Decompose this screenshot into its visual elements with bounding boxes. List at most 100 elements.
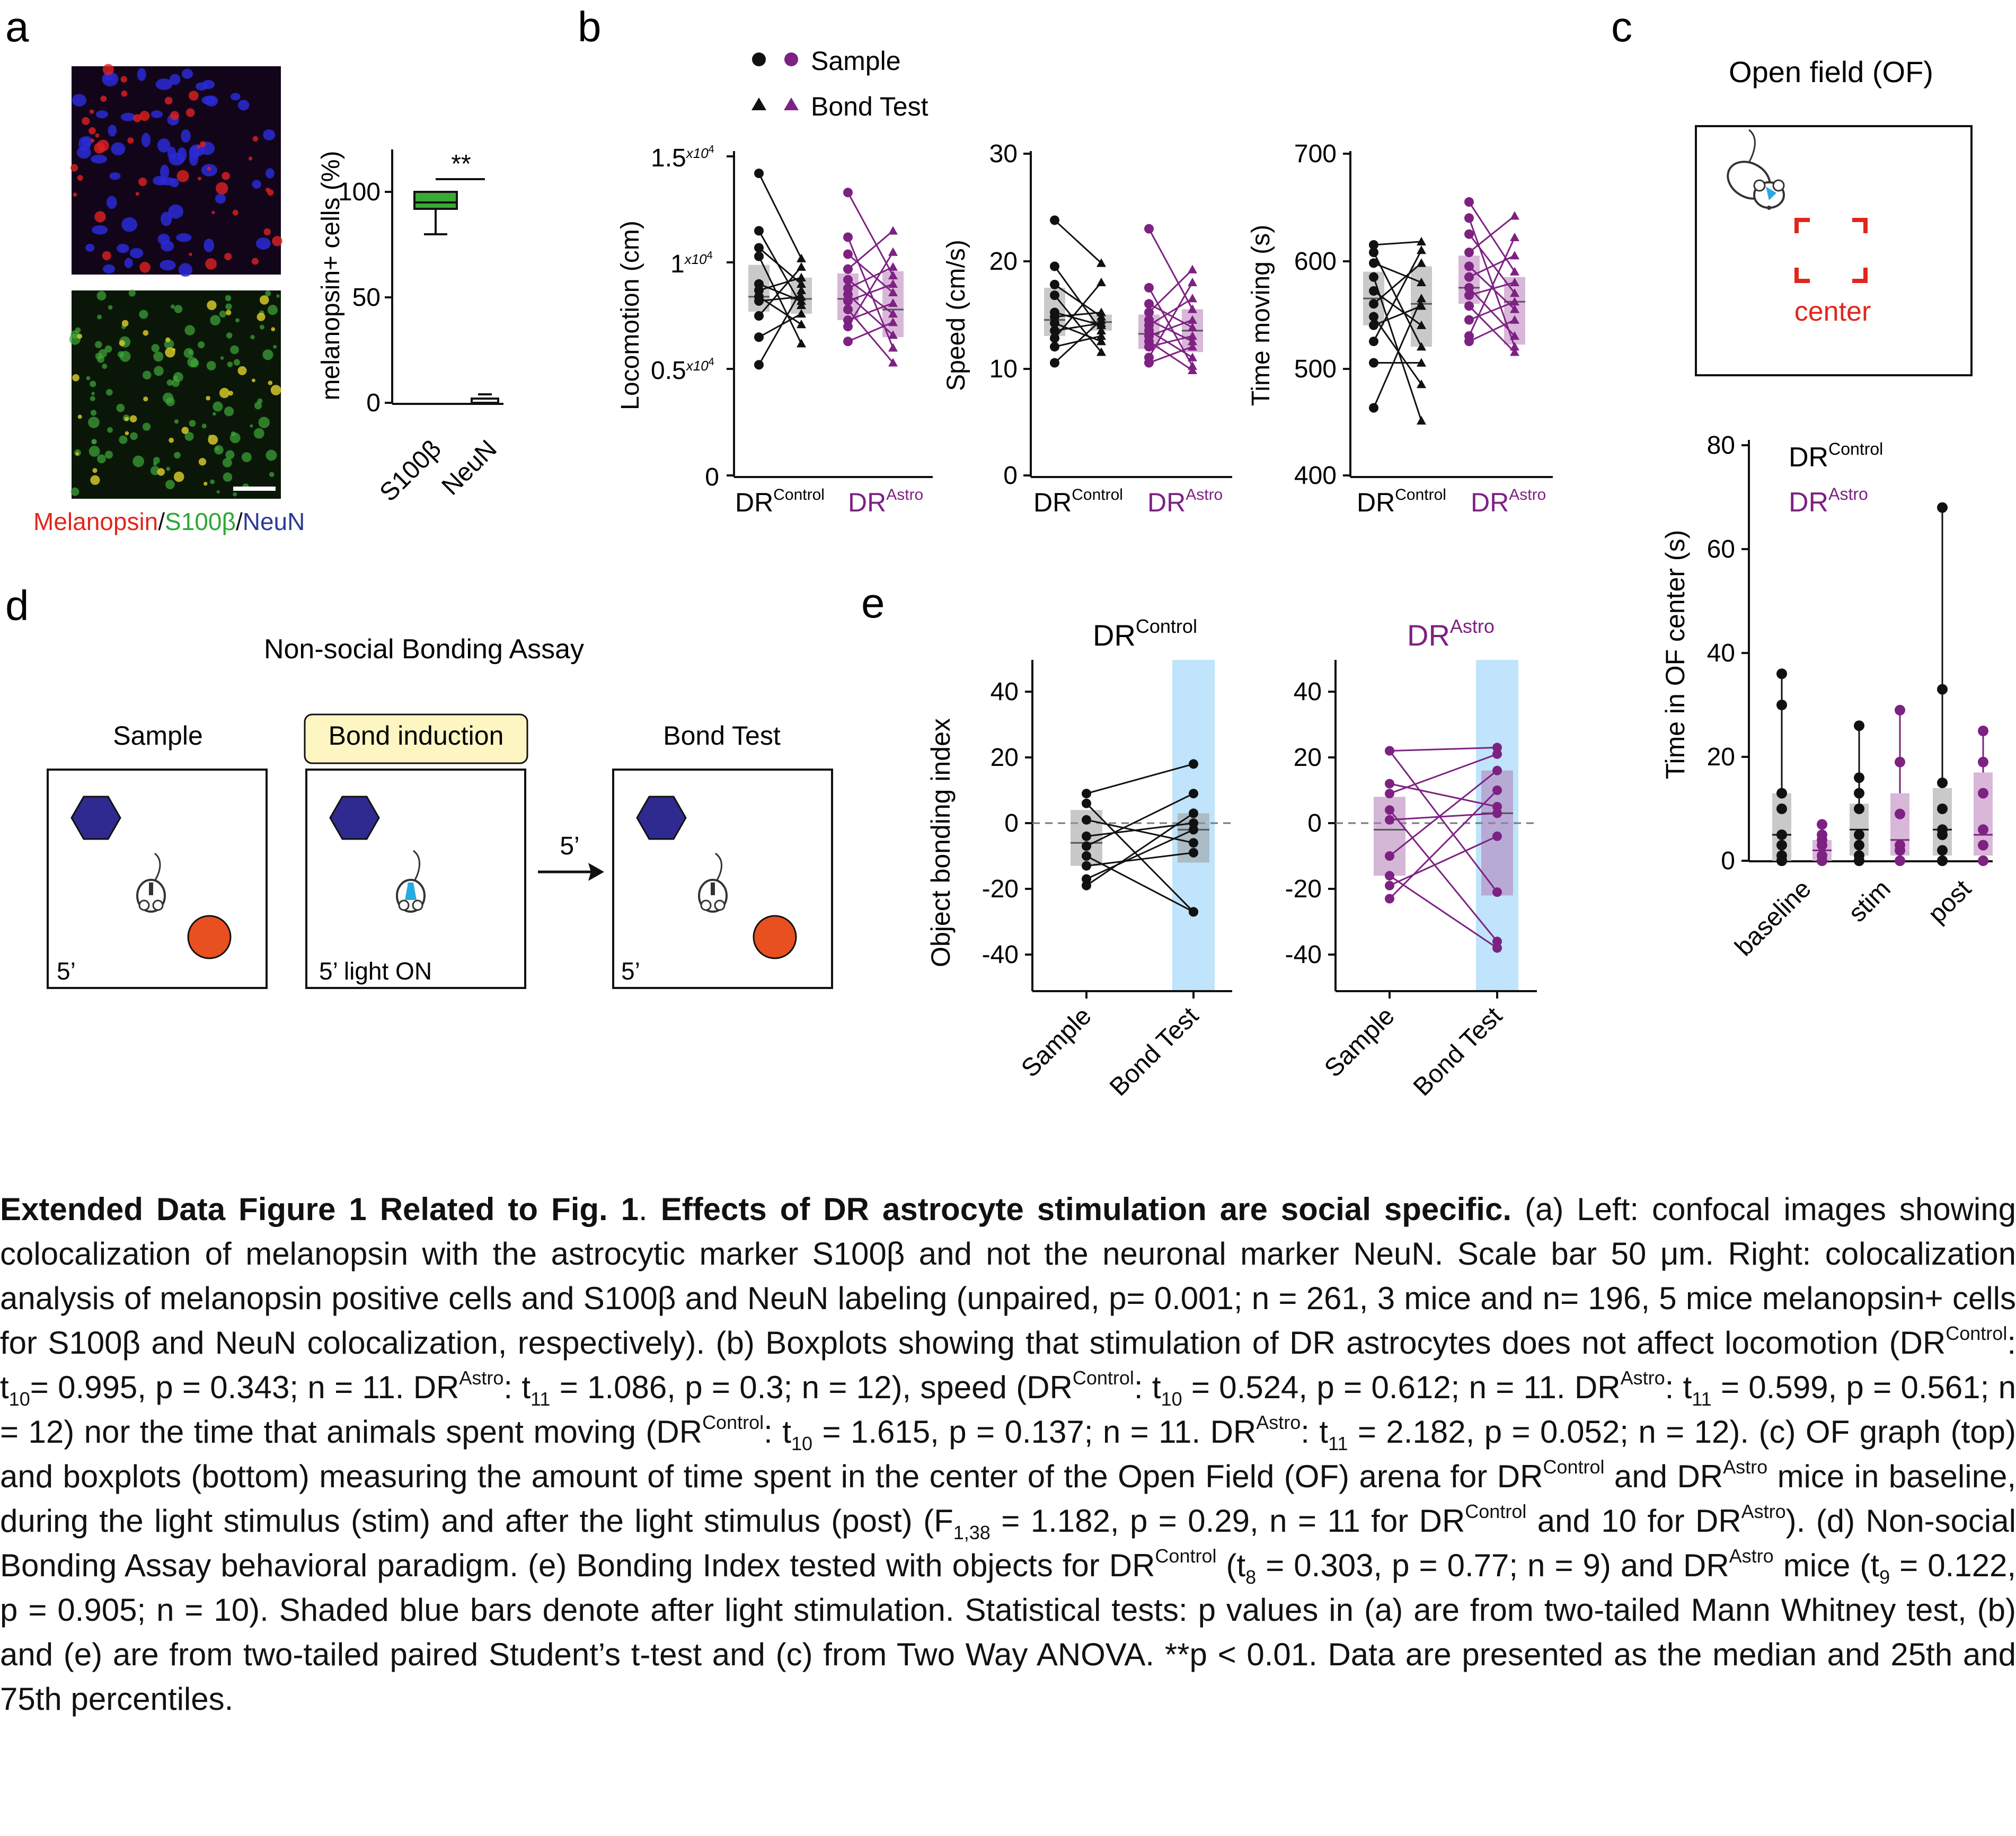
pair-line xyxy=(1148,319,1193,337)
melanopsin-dot xyxy=(224,253,232,261)
data-point-sample xyxy=(1369,320,1378,330)
data-point xyxy=(1978,855,1988,866)
s100b-dot xyxy=(174,452,181,459)
colocalized-dot xyxy=(208,435,218,445)
colocalized-dot xyxy=(181,427,189,434)
data-point-bond-test xyxy=(1188,342,1197,351)
colocalized-dot xyxy=(75,452,79,456)
data-point-bond-test xyxy=(1510,315,1519,324)
nucleus-dot xyxy=(215,193,226,204)
nucleus-dot xyxy=(237,100,250,111)
s100b-dot xyxy=(142,422,151,431)
y-tick-label: 20 xyxy=(1294,744,1322,772)
s100b-dot xyxy=(201,423,207,429)
pair-line xyxy=(758,266,802,316)
data-point-bond-test xyxy=(1492,765,1502,775)
group-label-astro: DRAstro xyxy=(1147,486,1223,517)
s100b-dot xyxy=(225,450,235,460)
melanopsin-dot xyxy=(97,139,109,152)
data-point-bond-test xyxy=(888,308,898,318)
s100b-dot xyxy=(189,420,196,427)
pair-line xyxy=(847,321,894,342)
pair-line xyxy=(1389,746,1498,752)
melanopsin-dot xyxy=(200,141,206,147)
pair-line xyxy=(1148,282,1193,358)
colocalized-dot xyxy=(219,387,230,399)
colocalized-dot xyxy=(206,395,210,401)
y-tick-label: 1.5x104 xyxy=(651,144,714,172)
data-point-bond-test xyxy=(1188,315,1197,324)
s100b-dot xyxy=(97,314,102,320)
s100b-dot xyxy=(90,396,95,401)
y-tick-label: 700 xyxy=(1294,140,1337,168)
stage-title-sample: Sample xyxy=(113,721,203,751)
legend-marker-circle xyxy=(784,52,798,66)
data-point-bond-test xyxy=(888,358,898,367)
pair-line xyxy=(1148,228,1193,310)
legend-sample: Sample xyxy=(811,46,901,76)
y-tick-label: 1x104 xyxy=(670,250,713,278)
pair-line xyxy=(1054,266,1102,331)
x-tick-label: S100β xyxy=(375,435,447,507)
colocalized-dot xyxy=(173,471,184,482)
data-point-sample xyxy=(1082,815,1091,825)
plot-title-control: DRControl xyxy=(1093,615,1197,652)
y-tick-label: 0 xyxy=(366,389,381,417)
data-point xyxy=(1978,788,1988,799)
pair-line xyxy=(1373,305,1422,326)
colocalized-dot xyxy=(72,374,79,382)
data-point-bond-test xyxy=(797,272,806,281)
data-point-bond-test xyxy=(1492,743,1502,753)
data-point-bond-test xyxy=(1510,331,1519,340)
pair-line xyxy=(1086,852,1194,867)
data-point-sample xyxy=(1050,290,1059,301)
y-tick-label: -40 xyxy=(982,941,1019,969)
data-point-bond-test xyxy=(1097,258,1106,267)
data-point-bond-test xyxy=(1188,294,1197,303)
s100b-dot xyxy=(213,401,223,412)
melanopsin-dot xyxy=(170,111,180,120)
s100b-dot xyxy=(86,376,91,381)
mouse-icon xyxy=(396,850,426,913)
pair-line xyxy=(758,296,802,325)
y-axis-label: Time in OF center (s) xyxy=(1660,530,1690,779)
s100b-dot xyxy=(166,466,171,471)
data-point-sample xyxy=(1464,337,1474,347)
nucleus-dot xyxy=(189,151,199,166)
pair-line xyxy=(1373,298,1422,409)
data-point xyxy=(1776,700,1787,710)
s100b-dot xyxy=(154,366,164,376)
panel-letter-b: b xyxy=(578,3,602,50)
data-point xyxy=(1776,804,1787,814)
stage-duration: 5’ xyxy=(57,957,76,985)
pair-line xyxy=(1054,319,1102,364)
s100b-dot xyxy=(90,381,96,387)
pair-line xyxy=(1373,316,1422,385)
data-point-sample xyxy=(1464,315,1474,325)
data-point-sample xyxy=(1369,286,1378,296)
time-moving-plot: Time moving (s) 700 600 500 400 DRContro… xyxy=(1247,140,1553,517)
s100b-dot xyxy=(90,410,97,416)
s100b-dot xyxy=(170,304,175,309)
melanopsin-dot xyxy=(139,262,151,273)
mouse-icon xyxy=(698,852,728,913)
stage-duration: 5’ light ON xyxy=(319,957,432,985)
locomotion-plot: Locomotion (cm) 1.5x104 1x104 0.5x104 0 … xyxy=(616,144,933,517)
colocalized-dot xyxy=(204,482,208,486)
box-neun xyxy=(471,398,499,404)
pair-line xyxy=(1469,215,1515,253)
s100b-dot xyxy=(97,454,106,464)
s100b-dot xyxy=(151,344,160,352)
s100b-dot xyxy=(233,492,237,497)
s100b-dot xyxy=(276,294,280,298)
y-axis-label: melanopsin+ cells (%) xyxy=(317,151,345,401)
legend-control: DRControl xyxy=(1789,439,1883,473)
data-point-bond-test xyxy=(1188,331,1197,340)
data-point-sample xyxy=(1385,815,1394,825)
pair-line xyxy=(847,266,894,289)
data-point-sample xyxy=(1144,307,1154,317)
group-label-astro: DRAstro xyxy=(848,486,923,517)
s100b-dot xyxy=(241,452,252,462)
melanopsin-dot xyxy=(95,133,100,138)
data-point-sample xyxy=(1144,358,1154,368)
